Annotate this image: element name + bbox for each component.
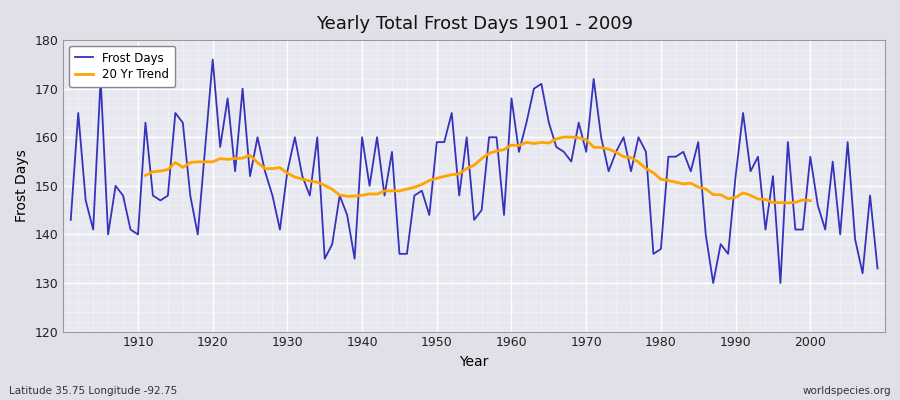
Frost Days — [872, 266, 883, 271]
Frost Days — [66, 218, 77, 222]
20 Yr Trend — [611, 150, 622, 155]
Legend: Frost Days, 20 Yr Trend: Frost Days, 20 Yr Trend — [69, 46, 176, 87]
Frost Days — [603, 169, 614, 174]
Line: Frost Days: Frost Days — [71, 60, 878, 283]
Frost Days — [506, 96, 517, 101]
Frost Days — [297, 174, 308, 178]
Frost Days — [342, 212, 353, 217]
Frost Days — [707, 281, 718, 286]
20 Yr Trend — [230, 156, 240, 161]
Frost Days — [514, 150, 525, 154]
Line: 20 Yr Trend: 20 Yr Trend — [146, 137, 810, 203]
20 Yr Trend — [782, 200, 793, 205]
Y-axis label: Frost Days: Frost Days — [15, 150, 29, 222]
20 Yr Trend — [790, 200, 801, 205]
Text: worldspecies.org: worldspecies.org — [803, 386, 891, 396]
Text: Latitude 35.75 Longitude -92.75: Latitude 35.75 Longitude -92.75 — [9, 386, 177, 396]
Frost Days — [207, 57, 218, 62]
20 Yr Trend — [558, 135, 569, 140]
Title: Yearly Total Frost Days 1901 - 2009: Yearly Total Frost Days 1901 - 2009 — [316, 15, 633, 33]
20 Yr Trend — [805, 198, 815, 203]
20 Yr Trend — [716, 192, 726, 197]
20 Yr Trend — [342, 194, 353, 199]
20 Yr Trend — [700, 187, 711, 192]
X-axis label: Year: Year — [460, 355, 489, 369]
Frost Days — [125, 227, 136, 232]
20 Yr Trend — [140, 173, 151, 178]
